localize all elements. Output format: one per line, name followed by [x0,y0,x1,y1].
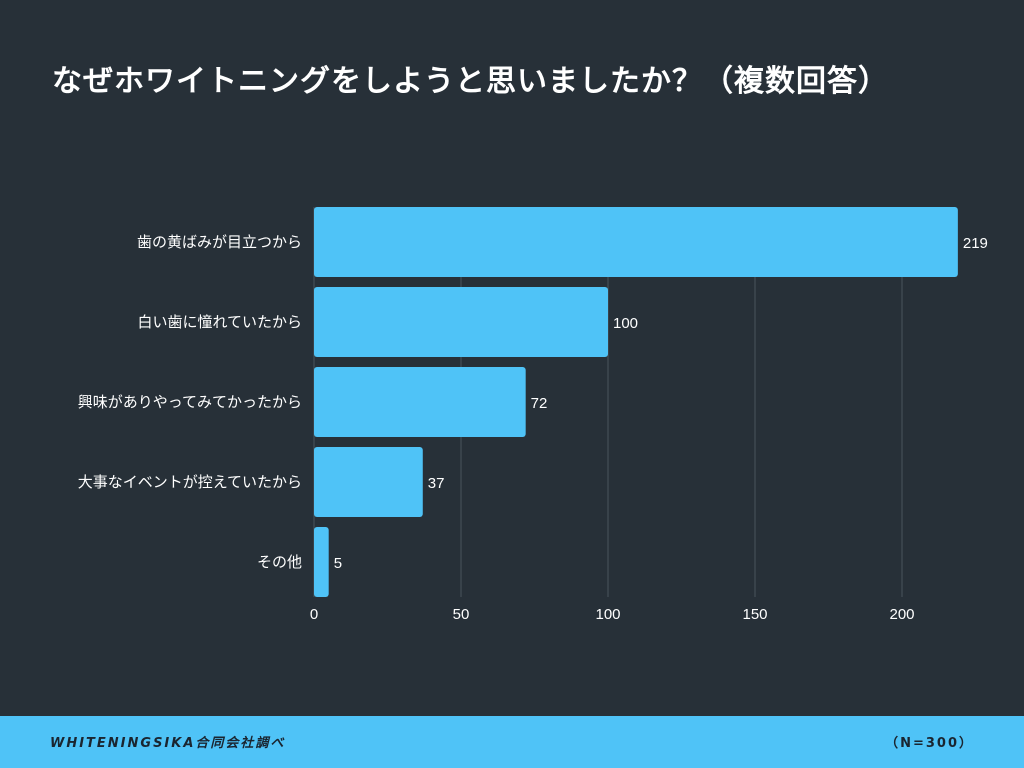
bar [314,527,329,597]
source-note: WHITENINGSIKA合同会社調べ [50,736,286,751]
data-label: 72 [531,395,548,412]
data-label: 5 [334,555,342,572]
x-tick-label: 0 [310,606,318,623]
x-tick-label: 100 [595,606,620,623]
bar [314,367,526,437]
footer-bar: WHITENINGSIKA合同会社調べ （N=300） [0,716,1024,768]
x-tick-label: 150 [742,606,767,623]
category-label: 大事なイベントが控えていたから [78,473,302,491]
sample-size: （N=300） [885,736,974,751]
category-label: 白い歯に憧れていたから [137,313,302,331]
bar-chart: 0 50 100 150 200 歯の黄ばみが目立つから 219 白い歯に憧れていたから 100… [78,207,988,623]
bar [314,447,423,517]
chart-title: なぜホワイトニングをしようと思いましたか？（複数回答） [52,64,889,99]
x-tick-label: 50 [453,606,470,623]
category-label: 歯の黄ばみが目立つから [137,233,302,251]
bar [314,207,958,277]
category-label: その他 [257,553,302,571]
data-label: 37 [428,475,445,492]
bar [314,287,608,357]
data-label: 100 [613,315,638,332]
data-label: 219 [963,235,988,252]
x-tick-label: 200 [889,606,914,623]
category-label: 興味がありやってみてかったから [78,393,302,411]
